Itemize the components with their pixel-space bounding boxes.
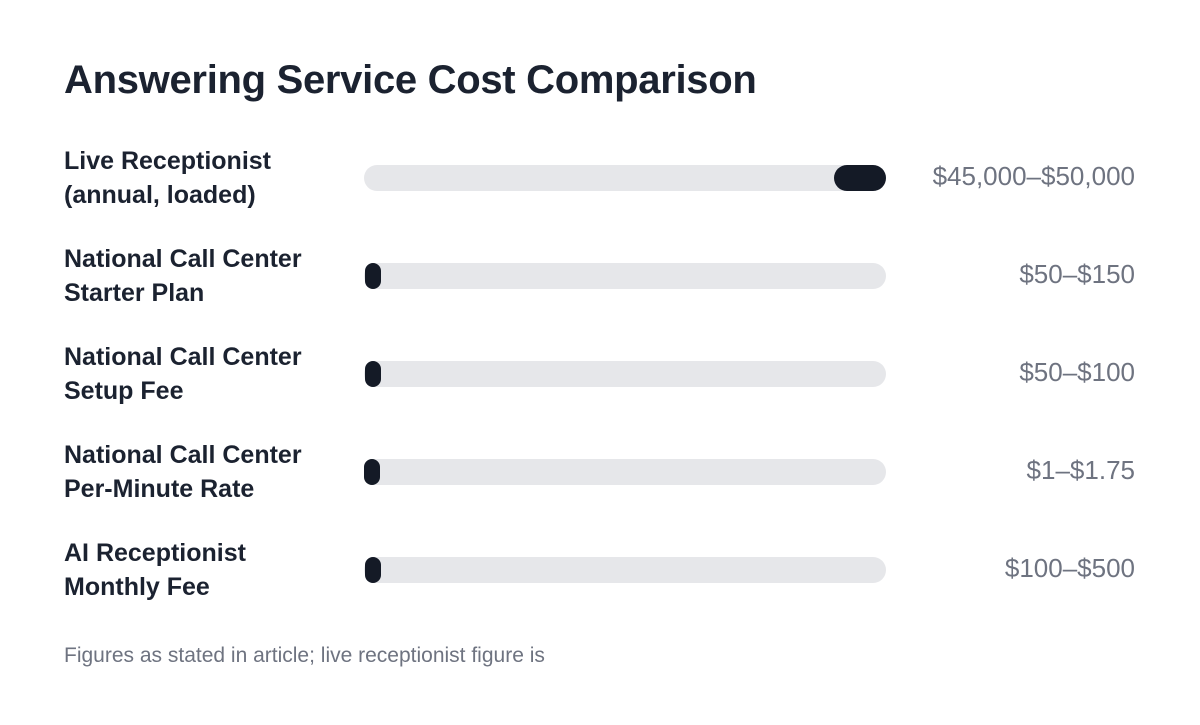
category-label-line: National Call Center xyxy=(64,441,302,469)
bar-track xyxy=(364,165,886,191)
bar-row-ai-receptionist-monthly-fee: AI Receptionist Monthly Fee $100–$500 xyxy=(64,536,1140,634)
category-label-line: National Call Center xyxy=(64,245,302,273)
category-label-line: Monthly Fee xyxy=(64,573,210,601)
value-label: $100–$500 xyxy=(1004,553,1135,583)
bar-track xyxy=(364,263,886,289)
value-label: $50–$100 xyxy=(1019,357,1135,387)
chart-rows: Live Receptionist (annual, loaded) $45,000… xyxy=(64,144,1140,634)
category-label: AI Receptionist Monthly Fee xyxy=(64,536,354,604)
bar-track xyxy=(364,459,886,485)
category-label-line: AI Receptionist xyxy=(64,539,246,567)
chart-title: Answering Service Cost Comparison xyxy=(64,58,757,102)
category-label: National Call Center Starter Plan xyxy=(64,242,354,310)
category-label: National Call Center Per-Minute Rate xyxy=(64,438,354,506)
bar-row-national-call-center-starter-plan: National Call Center Starter Plan $50–$150 xyxy=(64,242,1140,340)
bar-range xyxy=(365,557,382,583)
value-label: $50–$150 xyxy=(1019,259,1135,289)
bar-range xyxy=(364,361,381,387)
category-label-line: (annual, loaded) xyxy=(64,181,256,209)
category-label-line: Live Receptionist xyxy=(64,147,271,175)
category-label: Live Receptionist (annual, loaded) xyxy=(64,144,354,212)
bar-row-live-receptionist-annual-loaded: Live Receptionist (annual, loaded) $45,000… xyxy=(64,144,1140,242)
bar-track xyxy=(364,557,886,583)
category-label: National Call Center Setup Fee xyxy=(64,340,354,408)
bar-row-national-call-center-setup-fee: National Call Center Setup Fee $50–$100 xyxy=(64,340,1140,438)
chart-footnote: Figures as stated in article; live recep… xyxy=(64,644,545,667)
category-label-line: Setup Fee xyxy=(64,377,184,405)
category-label-line: Starter Plan xyxy=(64,279,205,307)
value-label: $45,000–$50,000 xyxy=(932,161,1135,191)
value-label: $1–$1.75 xyxy=(1026,455,1135,485)
bar-range xyxy=(364,459,380,485)
category-label-line: Per-Minute Rate xyxy=(64,475,255,503)
bar-range xyxy=(833,165,886,191)
bar-range xyxy=(364,263,381,289)
category-label-line: National Call Center xyxy=(64,343,302,371)
bar-track xyxy=(364,361,886,387)
bar-row-national-call-center-per-minute-rate: National Call Center Per-Minute Rate $1–$1… xyxy=(64,438,1140,536)
